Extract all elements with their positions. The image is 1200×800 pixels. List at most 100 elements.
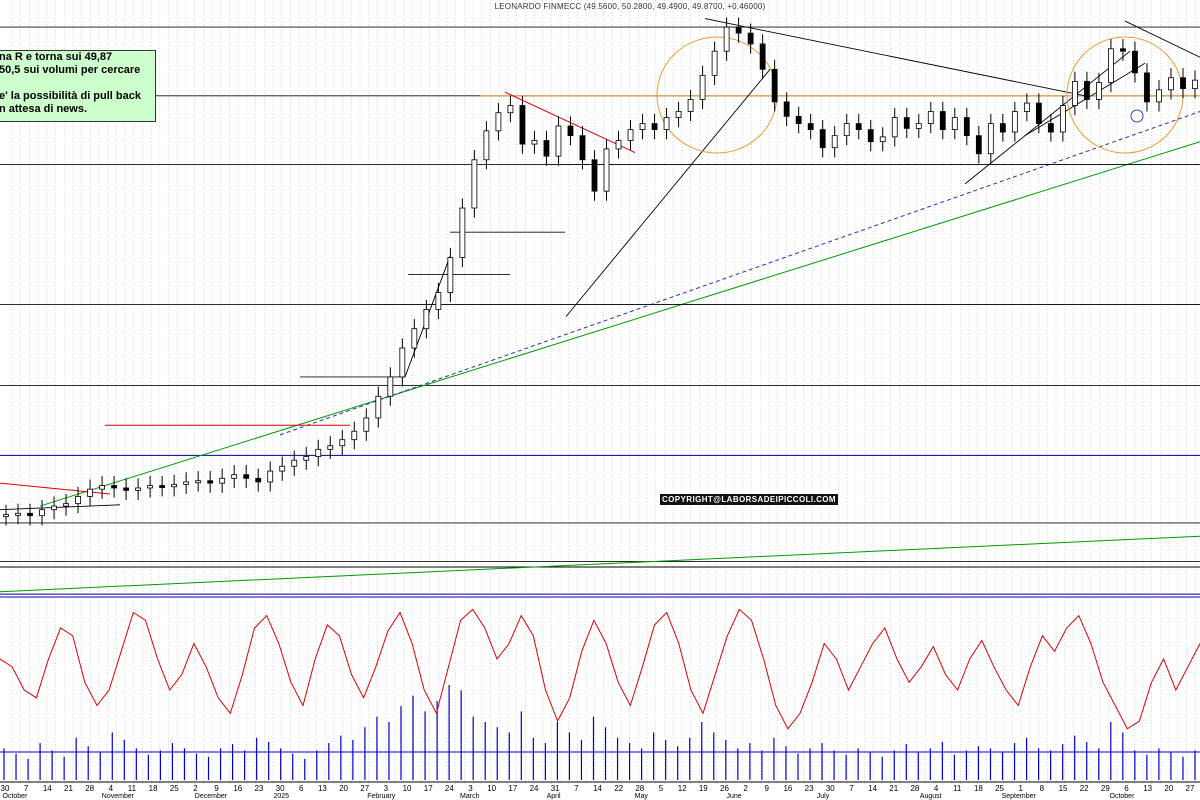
candle-body (1156, 89, 1162, 103)
candle-body (771, 68, 778, 103)
candle-body (3, 514, 9, 517)
candle-body (75, 496, 81, 505)
x-tick-label: 13 (1143, 784, 1153, 793)
x-tick-label: 9 (214, 784, 219, 793)
x-tick-label: 2 (193, 784, 198, 793)
candle-body (555, 125, 562, 157)
x-tick-label: 28 (910, 784, 920, 793)
x-month-label: June (726, 793, 742, 800)
x-tick-label: 18 (148, 784, 158, 793)
candle-body (63, 503, 69, 507)
candle-body (831, 135, 838, 149)
x-tick-label: 29 (1100, 784, 1110, 793)
x-tick-label: 14 (593, 784, 602, 793)
candle-body (1096, 82, 1102, 100)
x-month-label: October (1109, 793, 1135, 800)
x-tick-label: 25 (995, 784, 1004, 793)
candle-body (879, 136, 886, 143)
candle-body (531, 140, 538, 145)
candle-body (147, 485, 154, 489)
candle-body (435, 292, 442, 310)
candle-body (843, 123, 850, 137)
candle-body (255, 477, 262, 483)
candle-body (399, 347, 406, 378)
x-tick-label: 26 (720, 784, 729, 793)
x-tick-label: 13 (317, 784, 327, 793)
note-line-3 (0, 77, 153, 90)
candle-body (927, 111, 934, 124)
x-tick-label: 10 (487, 784, 497, 793)
candle-body (699, 74, 706, 100)
candle-body (519, 105, 526, 145)
x-tick-label: 8 (1039, 784, 1045, 793)
candle-body (1108, 48, 1114, 83)
candle-body (1180, 77, 1186, 89)
x-month-label: September (1001, 793, 1036, 800)
candle-body (1084, 80, 1090, 100)
candle-body (1011, 111, 1018, 133)
candle-body (159, 485, 166, 488)
x-tick-label: 22 (1079, 784, 1089, 793)
x-tick-label: 6 (1124, 784, 1129, 793)
candle-body (111, 485, 117, 489)
x-tick-label: 17 (423, 784, 433, 793)
copyright-watermark: COPYRIGHT@LABORSADEIPICCOLI.COM (660, 494, 838, 505)
candle-body (807, 123, 814, 131)
candle-body (1035, 102, 1042, 124)
candle-body (855, 123, 862, 131)
x-tick-label: 20 (339, 784, 349, 793)
x-month-label: July (816, 793, 830, 800)
candle-body (1059, 105, 1066, 133)
candle-body (183, 481, 190, 485)
blue-circle-marker (1130, 109, 1144, 123)
x-tick-label: 7 (849, 784, 854, 793)
x-tick-label: 25 (169, 784, 179, 793)
candle-body (471, 159, 478, 209)
x-tick-label: 19 (698, 784, 708, 793)
x-tick-label: 20 (1164, 784, 1174, 793)
candle-body (207, 480, 214, 484)
x-tick-label: 7 (574, 784, 579, 793)
candle-body (687, 99, 694, 112)
x-month-label: May (634, 793, 648, 800)
red-trend-line (0, 482, 111, 495)
candle-body (27, 512, 33, 517)
candle-body (459, 207, 466, 258)
x-tick-label: 3 (383, 784, 389, 793)
x-month-label: August (919, 793, 942, 800)
x-tick-label: 24 (444, 784, 454, 793)
candle-body (387, 376, 394, 397)
candle-body (1192, 79, 1198, 89)
x-tick-label: 2 (743, 784, 748, 793)
x-tick-label: 9 (764, 784, 770, 793)
x-month-label: March (460, 793, 480, 800)
trend-line (1124, 20, 1200, 58)
candle-body (1144, 72, 1150, 103)
x-month-label: October (2, 793, 28, 800)
candle-body (591, 159, 598, 192)
candle-body (915, 123, 922, 129)
candle-body (783, 101, 790, 117)
candle-body (315, 448, 322, 457)
candle-body (951, 117, 958, 131)
x-tick-label: 11 (127, 784, 137, 793)
x-tick-label: 23 (804, 784, 814, 793)
x-tick-label: 27 (360, 784, 370, 793)
candle-body (15, 512, 21, 516)
candle-body (975, 135, 982, 155)
candle-body (963, 117, 970, 137)
x-tick-label: 22 (614, 784, 624, 793)
candle-body (891, 117, 898, 138)
candle-body (651, 123, 658, 131)
candle-body (231, 474, 238, 479)
note-line-4: e' la possibilità di pull back (0, 90, 141, 102)
x-tick-label: 27 (1185, 784, 1195, 793)
candle-body (735, 26, 742, 34)
note-line-5: n attesa di news. (0, 103, 88, 115)
oscillator-line (0, 608, 1200, 730)
candle-body (339, 439, 346, 447)
candle-body (195, 480, 202, 484)
candle-body (1071, 80, 1078, 106)
candle-body (327, 445, 334, 450)
